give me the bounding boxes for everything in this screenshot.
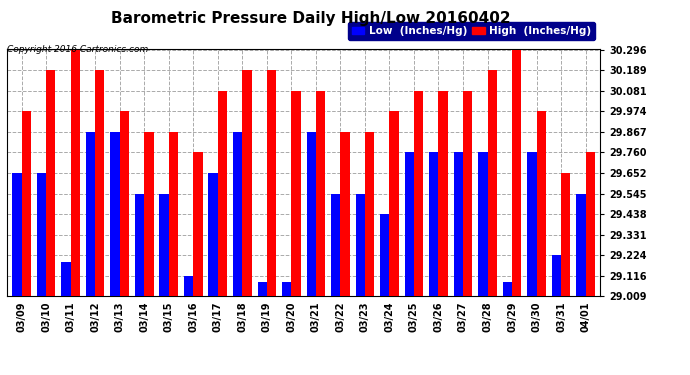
Bar bbox=[316, 91, 325, 296]
Bar bbox=[429, 152, 438, 296]
Bar bbox=[586, 152, 595, 296]
Bar bbox=[537, 111, 546, 296]
Bar bbox=[233, 132, 242, 296]
Bar bbox=[340, 132, 350, 296]
Bar bbox=[478, 152, 488, 296]
Bar bbox=[208, 173, 218, 296]
Bar bbox=[21, 111, 31, 296]
Bar bbox=[503, 282, 512, 296]
Bar bbox=[355, 194, 365, 296]
Bar bbox=[291, 91, 301, 296]
Bar bbox=[144, 132, 154, 296]
Bar bbox=[37, 173, 46, 296]
Bar bbox=[404, 152, 414, 296]
Bar bbox=[561, 173, 571, 296]
Bar bbox=[282, 282, 291, 296]
Bar bbox=[267, 70, 276, 296]
Bar bbox=[331, 194, 340, 296]
Bar bbox=[169, 132, 178, 296]
Bar bbox=[576, 194, 586, 296]
Bar bbox=[135, 194, 144, 296]
Bar bbox=[119, 111, 129, 296]
Bar bbox=[463, 91, 472, 296]
Bar bbox=[86, 132, 95, 296]
Bar bbox=[70, 50, 80, 296]
Text: Copyright 2016 Cartronics.com: Copyright 2016 Cartronics.com bbox=[7, 45, 148, 54]
Bar bbox=[306, 132, 316, 296]
Text: Barometric Pressure Daily High/Low 20160402: Barometric Pressure Daily High/Low 20160… bbox=[110, 11, 511, 26]
Bar bbox=[159, 194, 169, 296]
Bar bbox=[488, 70, 497, 296]
Bar bbox=[365, 132, 374, 296]
Bar bbox=[438, 91, 448, 296]
Bar bbox=[46, 70, 55, 296]
Bar bbox=[95, 70, 104, 296]
Bar bbox=[12, 173, 21, 296]
Bar bbox=[552, 255, 561, 296]
Bar bbox=[218, 91, 227, 296]
Bar bbox=[414, 91, 423, 296]
Bar bbox=[257, 282, 267, 296]
Bar bbox=[512, 50, 522, 296]
Bar bbox=[389, 111, 399, 296]
Bar bbox=[193, 152, 203, 296]
Bar bbox=[242, 70, 252, 296]
Bar bbox=[380, 214, 389, 296]
Bar bbox=[527, 152, 537, 296]
Bar bbox=[61, 262, 70, 296]
Legend: Low  (Inches/Hg), High  (Inches/Hg): Low (Inches/Hg), High (Inches/Hg) bbox=[348, 22, 595, 40]
Bar bbox=[453, 152, 463, 296]
Bar bbox=[110, 132, 119, 296]
Bar bbox=[184, 276, 193, 296]
